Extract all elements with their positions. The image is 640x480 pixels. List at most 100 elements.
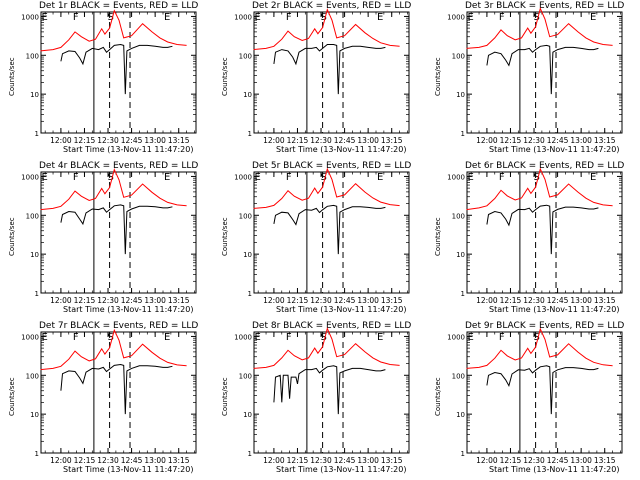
x-tick-label: 13:15 [594, 456, 616, 465]
x-axis-label: Start Time (13-Nov-11 11:47:20) [63, 305, 194, 314]
x-tick-label: 12:30 [310, 456, 332, 465]
interval-label: E [377, 332, 383, 343]
detector-panel: Det 5r BLACK = Events, RED = LLD 1 10 100 10… [213, 160, 426, 320]
y-tick-label: 100 [26, 372, 39, 380]
interval-label: E [590, 332, 596, 343]
y-tick-label: 100 [239, 52, 252, 60]
interval-label: F [286, 172, 292, 183]
x-tick-label: 13:00 [144, 296, 166, 305]
plot-svg: 1 10 100 1000 12:00 12:15 12:30 12:45 13:00 13:15… [21, 328, 197, 465]
y-tick-label: 10 [456, 251, 465, 259]
interval-label: E [41, 12, 47, 23]
x-tick-label: 12:45 [547, 136, 569, 145]
detector-panel: Det 3r BLACK = Events, RED = LLD 1 10 100 10… [426, 0, 639, 160]
panel-title: Det 6r BLACK = Events, RED = LLD [465, 161, 625, 171]
x-tick-label: 13:15 [594, 136, 616, 145]
interval-label: S [533, 332, 539, 343]
detector-panel: Det 1r BLACK = Events, RED = LLD 1 10 100 10… [0, 0, 213, 160]
detector-panel: Det 8r BLACK = Events, RED = LLD 1 10 100 10… [213, 320, 426, 480]
x-axis-label: Start Time (13-Nov-11 11:47:20) [489, 305, 620, 314]
x-tick-label: 12:45 [547, 456, 569, 465]
x-tick-label: 12:00 [476, 136, 498, 145]
y-tick-label: 1000 [234, 13, 252, 21]
lld-series-line [40, 9, 187, 52]
interval-label: S [533, 172, 539, 183]
y-tick-label: 1000 [447, 173, 465, 181]
x-tick-label: 12:30 [97, 456, 119, 465]
x-tick-label: 12:15 [287, 296, 309, 305]
y-tick-label: 1000 [447, 333, 465, 341]
events-series-line [60, 43, 173, 95]
x-tick-label: 13:00 [144, 136, 166, 145]
events-series-line [273, 44, 386, 95]
x-tick-label: 13:15 [168, 456, 190, 465]
x-tick-label: 13:15 [168, 136, 190, 145]
interval-label: E [467, 332, 473, 343]
y-tick-label: 100 [26, 52, 39, 60]
y-tick-label: 100 [452, 52, 465, 60]
lld-series-line [253, 167, 400, 209]
lld-series-line [466, 327, 613, 369]
x-axis-label: Start Time (13-Nov-11 11:47:20) [489, 145, 620, 154]
panel-title: Det 2r BLACK = Events, RED = LLD [252, 1, 412, 11]
interval-label: F [73, 332, 79, 343]
x-tick-label: 13:00 [570, 296, 592, 305]
x-tick-label: 13:15 [381, 456, 403, 465]
x-tick-label: 13:15 [381, 296, 403, 305]
lld-series-line [466, 167, 613, 211]
interval-label: S [320, 332, 326, 343]
x-axis-label: Start Time (13-Nov-11 11:47:20) [63, 465, 194, 474]
panel-title: Det 1r BLACK = Events, RED = LLD [39, 1, 199, 11]
y-tick-label: 1 [248, 130, 252, 138]
x-tick-label: 12:45 [334, 136, 356, 145]
x-tick-label: 12:15 [74, 456, 96, 465]
x-tick-label: 12:15 [74, 136, 96, 145]
x-tick-label: 13:00 [570, 456, 592, 465]
y-tick-label: 100 [239, 212, 252, 220]
x-tick-label: 13:00 [144, 456, 166, 465]
events-series-line [273, 204, 386, 255]
plot-frame [40, 331, 197, 454]
panel-title: Det 4r BLACK = Events, RED = LLD [39, 161, 199, 171]
interval-label: S [107, 332, 113, 343]
plot-frame [466, 171, 623, 294]
panel-title: Det 7r BLACK = Events, RED = LLD [39, 321, 199, 331]
y-axis-label: Counts/sec [434, 217, 442, 256]
y-axis-label: Counts/sec [8, 217, 16, 256]
interval-label: E [164, 12, 170, 23]
events-series-line [486, 44, 599, 95]
plot-frame [253, 11, 410, 134]
x-tick-label: 12:30 [310, 136, 332, 145]
x-tick-label: 12:15 [500, 456, 522, 465]
detector-panel: Det 9r BLACK = Events, RED = LLD 1 10 100 10… [426, 320, 639, 480]
lld-series-line [253, 8, 400, 51]
y-tick-label: 10 [243, 251, 252, 259]
x-axis-label: Start Time (13-Nov-11 11:47:20) [276, 145, 407, 154]
interval-label: E [377, 172, 383, 183]
interval-label: F [499, 172, 505, 183]
y-axis-label: Counts/sec [221, 377, 229, 416]
plot-frame [253, 171, 410, 294]
y-tick-label: 100 [452, 372, 465, 380]
y-tick-label: 1 [461, 450, 465, 458]
x-tick-label: 12:30 [523, 136, 545, 145]
x-tick-label: 12:30 [97, 296, 119, 305]
interval-label: F [499, 12, 505, 23]
interval-label: E [377, 12, 383, 23]
interval-label: F [499, 332, 505, 343]
panel-title: Det 9r BLACK = Events, RED = LLD [465, 321, 625, 331]
x-tick-label: 12:15 [287, 456, 309, 465]
y-tick-label: 1 [248, 450, 252, 458]
interval-label: F [73, 12, 79, 23]
plot-svg: 1 10 100 1000 12:00 12:15 12:30 12:45 13:00 13:15… [234, 8, 410, 145]
y-tick-label: 100 [239, 372, 252, 380]
interval-label: E [254, 12, 260, 23]
y-tick-label: 10 [456, 91, 465, 99]
x-axis-label: Start Time (13-Nov-11 11:47:20) [276, 305, 407, 314]
events-series-line [60, 363, 173, 415]
detector-panel: Det 7r BLACK = Events, RED = LLD 1 10 100 10… [0, 320, 213, 480]
y-tick-label: 1 [461, 130, 465, 138]
x-tick-label: 12:30 [523, 296, 545, 305]
y-tick-label: 10 [243, 411, 252, 419]
y-axis-label: Counts/sec [221, 217, 229, 256]
